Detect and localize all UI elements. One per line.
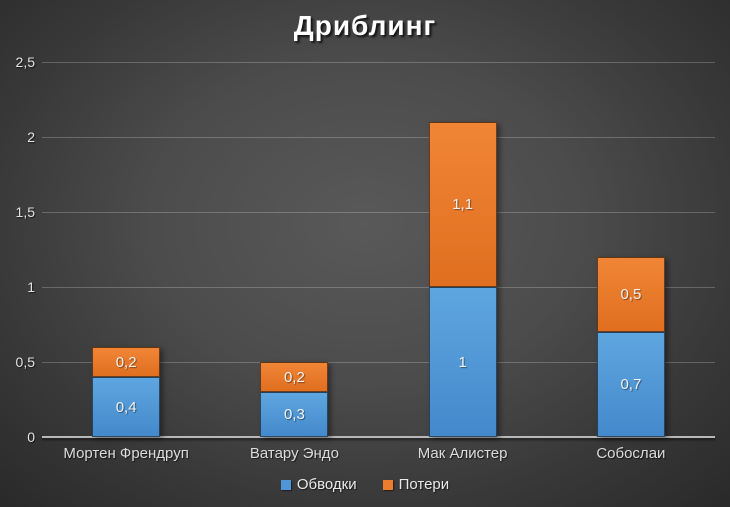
- legend-label: Обводки: [296, 476, 357, 493]
- bar-segment[interactable]: 0,2: [92, 347, 161, 377]
- plot-area: 2,5 2 1,5 1 0,5 0 0,2 0,4 0,2 0,3 1,1 1 0,5 0,7: [16, 55, 715, 444]
- bar-value-label: 0,2: [283, 368, 305, 386]
- gridline: [42, 62, 715, 63]
- legend-swatch-icon: [280, 479, 291, 490]
- x-axis: Мортен Френдруп Ватару Эндо Мак Алистер Соб…: [42, 445, 715, 465]
- y-tick-label: 2,5: [15, 54, 35, 70]
- x-axis-line: [42, 436, 715, 438]
- bar-segment[interactable]: 0,7: [596, 332, 665, 437]
- bar-segment[interactable]: 0,4: [92, 377, 161, 437]
- x-tick-label: Мортен Френдруп: [63, 445, 189, 462]
- legend-item[interactable]: Обводки: [280, 476, 357, 493]
- bar-value-label: 1: [458, 353, 467, 371]
- gridline: [42, 137, 715, 138]
- bar-value-label: 0,3: [283, 406, 305, 423]
- bar-value-label: 0,5: [620, 286, 642, 303]
- gridline: [42, 287, 715, 288]
- y-tick-label: 0: [27, 429, 35, 445]
- chart-title: Дриблинг: [293, 10, 437, 41]
- bar-value-label: 0,4: [115, 398, 137, 416]
- y-tick-label: 0,5: [15, 354, 35, 370]
- bar-segment[interactable]: 0,3: [260, 392, 329, 437]
- x-tick-label: Ватару Эндо: [249, 445, 339, 462]
- legend-item[interactable]: Потери: [382, 476, 450, 493]
- bar-segment[interactable]: 1,1: [428, 122, 497, 287]
- bar-value-label: 1,1: [452, 196, 474, 213]
- bar-segment[interactable]: 0,5: [596, 257, 665, 332]
- gridline: [42, 362, 715, 363]
- legend: Обводки Потери: [0, 476, 730, 493]
- bar-value-label: 0,7: [620, 376, 642, 393]
- gridline: [42, 212, 715, 213]
- bar-column: 0,5 0,7: [596, 257, 665, 437]
- legend-swatch-icon: [382, 479, 393, 490]
- x-tick-label: Собослаи: [596, 445, 666, 462]
- y-tick-label: 1,5: [15, 204, 35, 220]
- bar-column: 1,1 1: [428, 122, 497, 437]
- bar-value-label: 0,2: [115, 353, 137, 371]
- legend-label: Потери: [398, 476, 450, 493]
- y-tick-label: 2: [27, 129, 35, 145]
- y-tick-label: 1: [27, 279, 35, 295]
- bar-segment[interactable]: 0,2: [260, 362, 329, 392]
- bar-column: 0,2 0,4: [92, 347, 161, 437]
- bar-segment[interactable]: 1: [428, 287, 497, 437]
- x-tick-label: Мак Алистер: [417, 445, 508, 462]
- bar-column: 0,2 0,3: [260, 362, 329, 437]
